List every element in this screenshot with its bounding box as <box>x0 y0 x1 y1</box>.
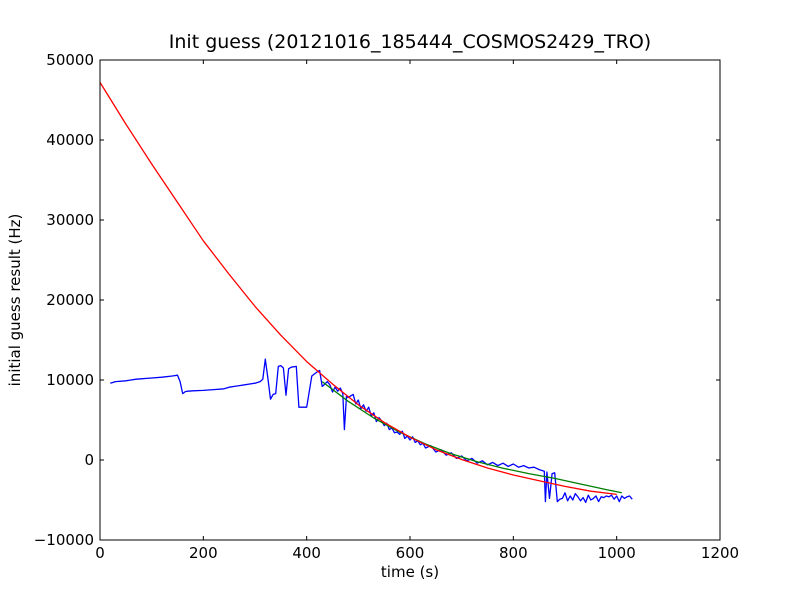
y-tick-label: 30000 <box>46 211 94 229</box>
plot-area <box>100 82 633 504</box>
x-tick-label: 600 <box>396 544 425 562</box>
y-axis-label: initial guess result (Hz) <box>6 214 24 387</box>
series-line-1 <box>321 381 622 494</box>
y-tick-label: 40000 <box>46 131 94 149</box>
series-line-2 <box>100 82 617 496</box>
y-tick-label: 50000 <box>46 51 94 69</box>
x-tick-label: 1000 <box>598 544 636 562</box>
x-tick-label: 1200 <box>701 544 739 562</box>
chart-title: Init guess (20121016_185444_COSMOS2429_T… <box>169 31 651 53</box>
y-tick-label: 20000 <box>46 291 94 309</box>
series-line-0 <box>110 358 633 504</box>
x-tick-label: 200 <box>189 544 218 562</box>
y-tick-label: −10000 <box>34 531 94 549</box>
x-tick-label: 400 <box>292 544 321 562</box>
y-tick-label: 10000 <box>46 371 94 389</box>
x-tick-label: 800 <box>499 544 528 562</box>
x-tick-label: 0 <box>95 544 105 562</box>
x-axis-label: time (s) <box>381 563 439 581</box>
y-tick-label: 0 <box>84 451 94 469</box>
axis-ticks: 0 200 400 600 800 1000 1200−100000100002000030… <box>34 51 739 562</box>
